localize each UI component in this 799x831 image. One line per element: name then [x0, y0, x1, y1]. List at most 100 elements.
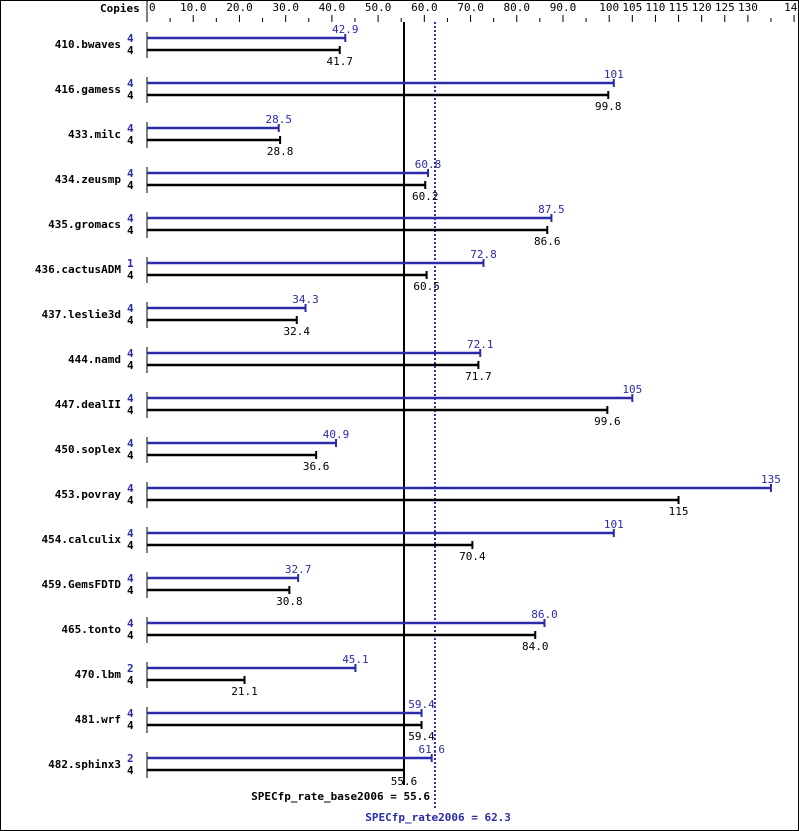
peak-copies: 4 — [127, 437, 134, 450]
x-tick-label: 40.0 — [319, 1, 346, 14]
copies-header: Copies — [100, 2, 140, 15]
peak-copies: 4 — [127, 392, 134, 405]
x-tick-label: 80.0 — [504, 1, 531, 14]
peak-value-label: 87.5 — [538, 203, 565, 216]
peak-value-label: 101 — [604, 518, 624, 531]
benchmark-label: 444.namd — [68, 353, 121, 366]
x-tick-label: 0 — [149, 1, 156, 14]
peak-value-label: 101 — [604, 68, 624, 81]
benchmark-label: 447.dealII — [55, 398, 121, 411]
benchmark-label: 482.sphinx3 — [48, 758, 121, 771]
peak-copies: 4 — [127, 572, 134, 585]
benchmark-label: 454.calculix — [42, 533, 122, 546]
x-tick-label: 115 — [669, 1, 689, 14]
x-tick-label: 100 — [599, 1, 619, 14]
x-tick-label: 140 — [784, 1, 799, 14]
peak-value-label: 72.1 — [467, 338, 494, 351]
base-copies: 4 — [127, 449, 134, 462]
peak-copies: 2 — [127, 662, 134, 675]
x-tick-label: 30.0 — [272, 1, 299, 14]
base-value-label: 60.5 — [413, 280, 440, 293]
base-value-label: 59.4 — [408, 730, 435, 743]
x-tick-label: 125 — [715, 1, 735, 14]
base-value-label: 84.0 — [522, 640, 549, 653]
x-tick-label: 20.0 — [226, 1, 253, 14]
benchmark-label: 416.gamess — [55, 83, 121, 96]
x-tick-label: 110 — [646, 1, 666, 14]
x-tick-label: 120 — [692, 1, 712, 14]
peak-copies: 4 — [127, 482, 134, 495]
x-tick-label: 50.0 — [365, 1, 392, 14]
peak-value-label: 105 — [622, 383, 642, 396]
base-copies: 4 — [127, 539, 134, 552]
peak-copies: 4 — [127, 167, 134, 180]
peak-value-label: 61.6 — [418, 743, 445, 756]
base-value-label: 32.4 — [284, 325, 311, 338]
peak-copies: 4 — [127, 32, 134, 45]
base-value-label: 36.6 — [303, 460, 330, 473]
x-tick-label: 70.0 — [457, 1, 484, 14]
base-copies: 4 — [127, 719, 134, 732]
benchmark-label: 435.gromacs — [48, 218, 121, 231]
peak-value-label: 86.0 — [531, 608, 558, 621]
base-value-label: 41.7 — [326, 55, 353, 68]
benchmark-label: 453.povray — [55, 488, 122, 501]
peak-value-label: 32.7 — [285, 563, 312, 576]
peak-copies: 4 — [127, 347, 134, 360]
peak-value-label: 45.1 — [342, 653, 369, 666]
peak-copies: 4 — [127, 122, 134, 135]
peak-value-label: 28.5 — [265, 113, 292, 126]
peak-copies: 4 — [127, 527, 134, 540]
base-value-label: 30.8 — [276, 595, 303, 608]
base-value-label: 115 — [669, 505, 689, 518]
peak-value-label: 34.3 — [292, 293, 319, 306]
peak-copies: 4 — [127, 617, 134, 630]
base-value-label: 60.2 — [412, 190, 439, 203]
base-value-label: 71.7 — [465, 370, 492, 383]
peak-value-label: 72.8 — [470, 248, 497, 261]
base-copies: 4 — [127, 269, 134, 282]
peak-copies: 4 — [127, 302, 134, 315]
base-summary-label: SPECfp_rate_base2006 = 55.6 — [251, 790, 430, 803]
base-value-label: 28.8 — [267, 145, 294, 158]
benchmark-label: 450.soplex — [55, 443, 122, 456]
base-copies: 4 — [127, 764, 134, 777]
base-copies: 4 — [127, 584, 134, 597]
peak-copies: 4 — [127, 212, 134, 225]
benchmark-label: 434.zeusmp — [55, 173, 122, 186]
peak-value-label: 60.8 — [415, 158, 442, 171]
x-tick-label: 60.0 — [411, 1, 438, 14]
benchmark-label: 465.tonto — [61, 623, 121, 636]
base-copies: 4 — [127, 404, 134, 417]
peak-copies: 2 — [127, 752, 134, 765]
base-copies: 4 — [127, 224, 134, 237]
peak-value-label: 59.4 — [408, 698, 435, 711]
base-copies: 4 — [127, 89, 134, 102]
benchmark-label: 433.milc — [68, 128, 121, 141]
x-tick-label: 90.0 — [550, 1, 577, 14]
benchmark-label: 436.cactusADM — [35, 263, 121, 276]
x-tick-label: 10.0 — [180, 1, 207, 14]
base-copies: 4 — [127, 44, 134, 57]
x-tick-label: 105 — [622, 1, 642, 14]
base-value-label: 99.6 — [594, 415, 621, 428]
base-value-label: 99.8 — [595, 100, 622, 113]
base-copies: 4 — [127, 674, 134, 687]
benchmark-label: 470.lbm — [75, 668, 122, 681]
base-copies: 4 — [127, 179, 134, 192]
base-copies: 4 — [127, 359, 134, 372]
benchmark-label: 481.wrf — [75, 713, 121, 726]
base-value-label: 70.4 — [459, 550, 486, 563]
base-copies: 4 — [127, 494, 134, 507]
peak-summary-label: SPECfp_rate2006 = 62.3 — [365, 811, 511, 824]
benchmark-label: 410.bwaves — [55, 38, 121, 51]
base-copies: 4 — [127, 314, 134, 327]
peak-value-label: 135 — [761, 473, 781, 486]
base-value-label: 55.6 — [391, 775, 418, 788]
peak-copies: 1 — [127, 257, 134, 270]
peak-copies: 4 — [127, 77, 134, 90]
benchmark-label: 437.leslie3d — [42, 308, 121, 321]
peak-value-label: 40.9 — [323, 428, 350, 441]
base-value-label: 86.6 — [534, 235, 561, 248]
